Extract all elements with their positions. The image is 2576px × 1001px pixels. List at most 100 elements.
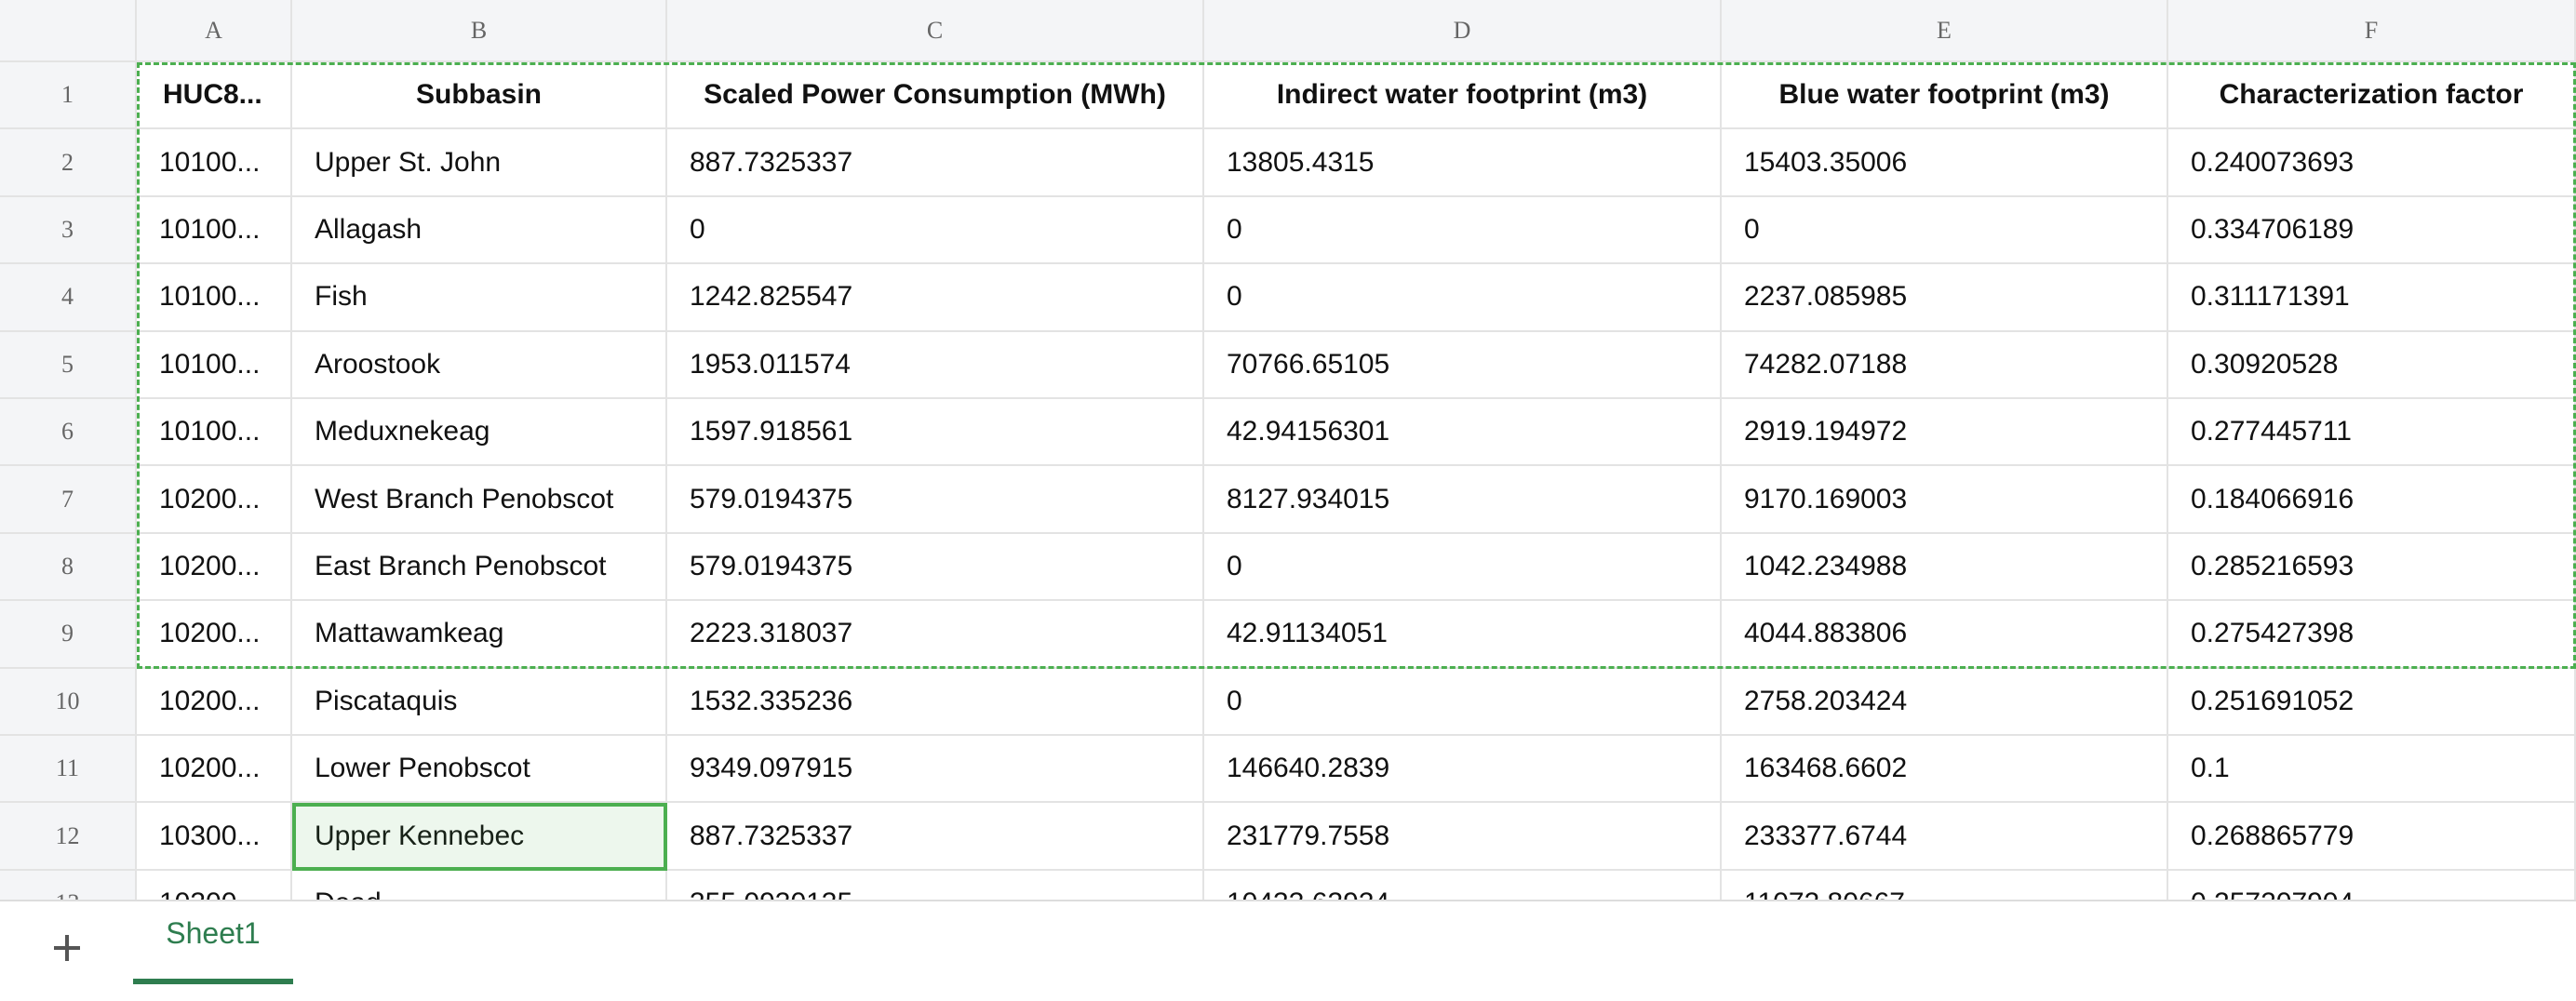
cell[interactable]: Fish — [292, 264, 667, 332]
cell[interactable]: 231779.7558 — [1204, 803, 1722, 871]
sheet-grid: A B C D E F 1 HUC8... Subbasin Scaled Power Consu… — [0, 0, 2576, 900]
column-header: B — [292, 0, 667, 62]
cell[interactable]: 10200... — [137, 601, 292, 669]
cell[interactable]: 355.0930135 — [667, 870, 1204, 900]
cell[interactable]: 0 — [1722, 196, 2168, 265]
cell[interactable]: 0.275427398 — [2168, 601, 2576, 669]
cell[interactable]: 42.91134051 — [1204, 601, 1722, 669]
cell[interactable]: 0 — [1204, 668, 1722, 736]
column-header: E — [1722, 0, 2168, 62]
cell[interactable]: 10433.63924 — [1204, 870, 1722, 900]
cell[interactable]: 4044.883806 — [1722, 601, 2168, 669]
cell[interactable]: 2919.194972 — [1722, 399, 2168, 467]
cell[interactable]: 10200... — [137, 668, 292, 736]
row-header: 12 — [0, 803, 137, 871]
cell[interactable]: Aroostook — [292, 331, 667, 399]
cell[interactable]: 0.311171391 — [2168, 264, 2576, 332]
cell[interactable]: Indirect water footprint (m3) — [1204, 62, 1722, 130]
row-header: 9 — [0, 601, 137, 669]
cell[interactable]: 42.94156301 — [1204, 399, 1722, 467]
cell[interactable]: Blue water footprint (m3) — [1722, 62, 2168, 130]
cell[interactable]: Subbasin — [292, 62, 667, 130]
cell[interactable]: 2237.085985 — [1722, 264, 2168, 332]
cell[interactable]: 10300... — [137, 870, 292, 900]
add-sheet[interactable] — [48, 929, 86, 967]
cell[interactable]: Scaled Power Consumption (MWh) — [667, 62, 1204, 130]
cell[interactable]: Upper Kennebec — [292, 803, 667, 871]
row-header: 2 — [0, 129, 137, 197]
sheet-tab[interactable]: Sheet1 — [166, 916, 261, 950]
cell[interactable]: 0.268865779 — [2168, 803, 2576, 871]
cell[interactable]: 10100... — [137, 399, 292, 467]
cell[interactable]: 0.334706189 — [2168, 196, 2576, 265]
tab-bar: Sheet1 — [0, 900, 2576, 1001]
cell[interactable]: 10100... — [137, 129, 292, 197]
cell[interactable]: Dead — [292, 870, 667, 900]
cell[interactable]: 9349.097915 — [667, 736, 1204, 804]
cell[interactable]: 10200... — [137, 736, 292, 804]
cell[interactable]: 74282.07188 — [1722, 331, 2168, 399]
cell[interactable]: 887.7325337 — [667, 803, 1204, 871]
cell[interactable]: 10200... — [137, 533, 292, 602]
row-header: 4 — [0, 264, 137, 332]
cell[interactable]: Allagash — [292, 196, 667, 265]
column-header: A — [137, 0, 292, 62]
cell[interactable]: 8127.934015 — [1204, 466, 1722, 534]
cell[interactable]: 579.0194375 — [667, 533, 1204, 602]
cell[interactable]: 1242.825547 — [667, 264, 1204, 332]
cell[interactable]: 146640.2839 — [1204, 736, 1722, 804]
cell[interactable]: 0 — [1204, 533, 1722, 602]
cell[interactable]: 1597.918561 — [667, 399, 1204, 467]
cell[interactable]: 0 — [1204, 264, 1722, 332]
column-header: D — [1204, 0, 1722, 62]
cell[interactable]: 0.277445711 — [2168, 399, 2576, 467]
corner — [0, 0, 137, 62]
cell[interactable]: 233377.6744 — [1722, 803, 2168, 871]
cell[interactable]: 0 — [667, 196, 1204, 265]
cell[interactable]: 70766.65105 — [1204, 331, 1722, 399]
cell[interactable]: 2758.203424 — [1722, 668, 2168, 736]
cell[interactable]: Piscataquis — [292, 668, 667, 736]
row-header: 7 — [0, 466, 137, 534]
cell[interactable]: Mattawamkeag — [292, 601, 667, 669]
tab-indicator — [133, 979, 293, 984]
cell[interactable]: 10300... — [137, 803, 292, 871]
cell[interactable]: 10200... — [137, 466, 292, 534]
cell[interactable]: 9170.169003 — [1722, 466, 2168, 534]
cell[interactable]: Meduxnekeag — [292, 399, 667, 467]
cell[interactable]: 1532.335236 — [667, 668, 1204, 736]
row-header: 3 — [0, 196, 137, 265]
cell[interactable]: 10100... — [137, 264, 292, 332]
cell[interactable]: 11072.80667 — [1722, 870, 2168, 900]
cell[interactable]: Lower Penobscot — [292, 736, 667, 804]
cell[interactable]: 0.257207904 — [2168, 870, 2576, 900]
cell[interactable]: 579.0194375 — [667, 466, 1204, 534]
column-header: F — [2168, 0, 2576, 62]
cell[interactable]: East Branch Penobscot — [292, 533, 667, 602]
cell[interactable]: HUC8... — [137, 62, 292, 130]
cell[interactable]: 0.184066916 — [2168, 466, 2576, 534]
cell[interactable]: 0.1 — [2168, 736, 2576, 804]
cell[interactable]: 1953.011574 — [667, 331, 1204, 399]
row-header: 8 — [0, 533, 137, 602]
cell[interactable]: West Branch Penobscot — [292, 466, 667, 534]
row-header: 6 — [0, 399, 137, 467]
cell[interactable]: 2223.318037 — [667, 601, 1204, 669]
cell[interactable]: 0.240073693 — [2168, 129, 2576, 197]
column-header: C — [667, 0, 1204, 62]
cell[interactable]: Characterization factor — [2168, 62, 2576, 130]
cell[interactable]: 163468.6602 — [1722, 736, 2168, 804]
cell[interactable]: 13805.4315 — [1204, 129, 1722, 197]
cell[interactable]: 0.251691052 — [2168, 668, 2576, 736]
cell[interactable]: 10100... — [137, 196, 292, 265]
row-header: 10 — [0, 668, 137, 736]
cell[interactable]: 0 — [1204, 196, 1722, 265]
cell[interactable]: 15403.35006 — [1722, 129, 2168, 197]
cell[interactable]: 887.7325337 — [667, 129, 1204, 197]
cell[interactable]: 0.285216593 — [2168, 533, 2576, 602]
cell[interactable]: 1042.234988 — [1722, 533, 2168, 602]
cell[interactable]: 0.30920528 — [2168, 331, 2576, 399]
cell[interactable]: 10100... — [137, 331, 292, 399]
cell[interactable]: Upper St. John — [292, 129, 667, 197]
